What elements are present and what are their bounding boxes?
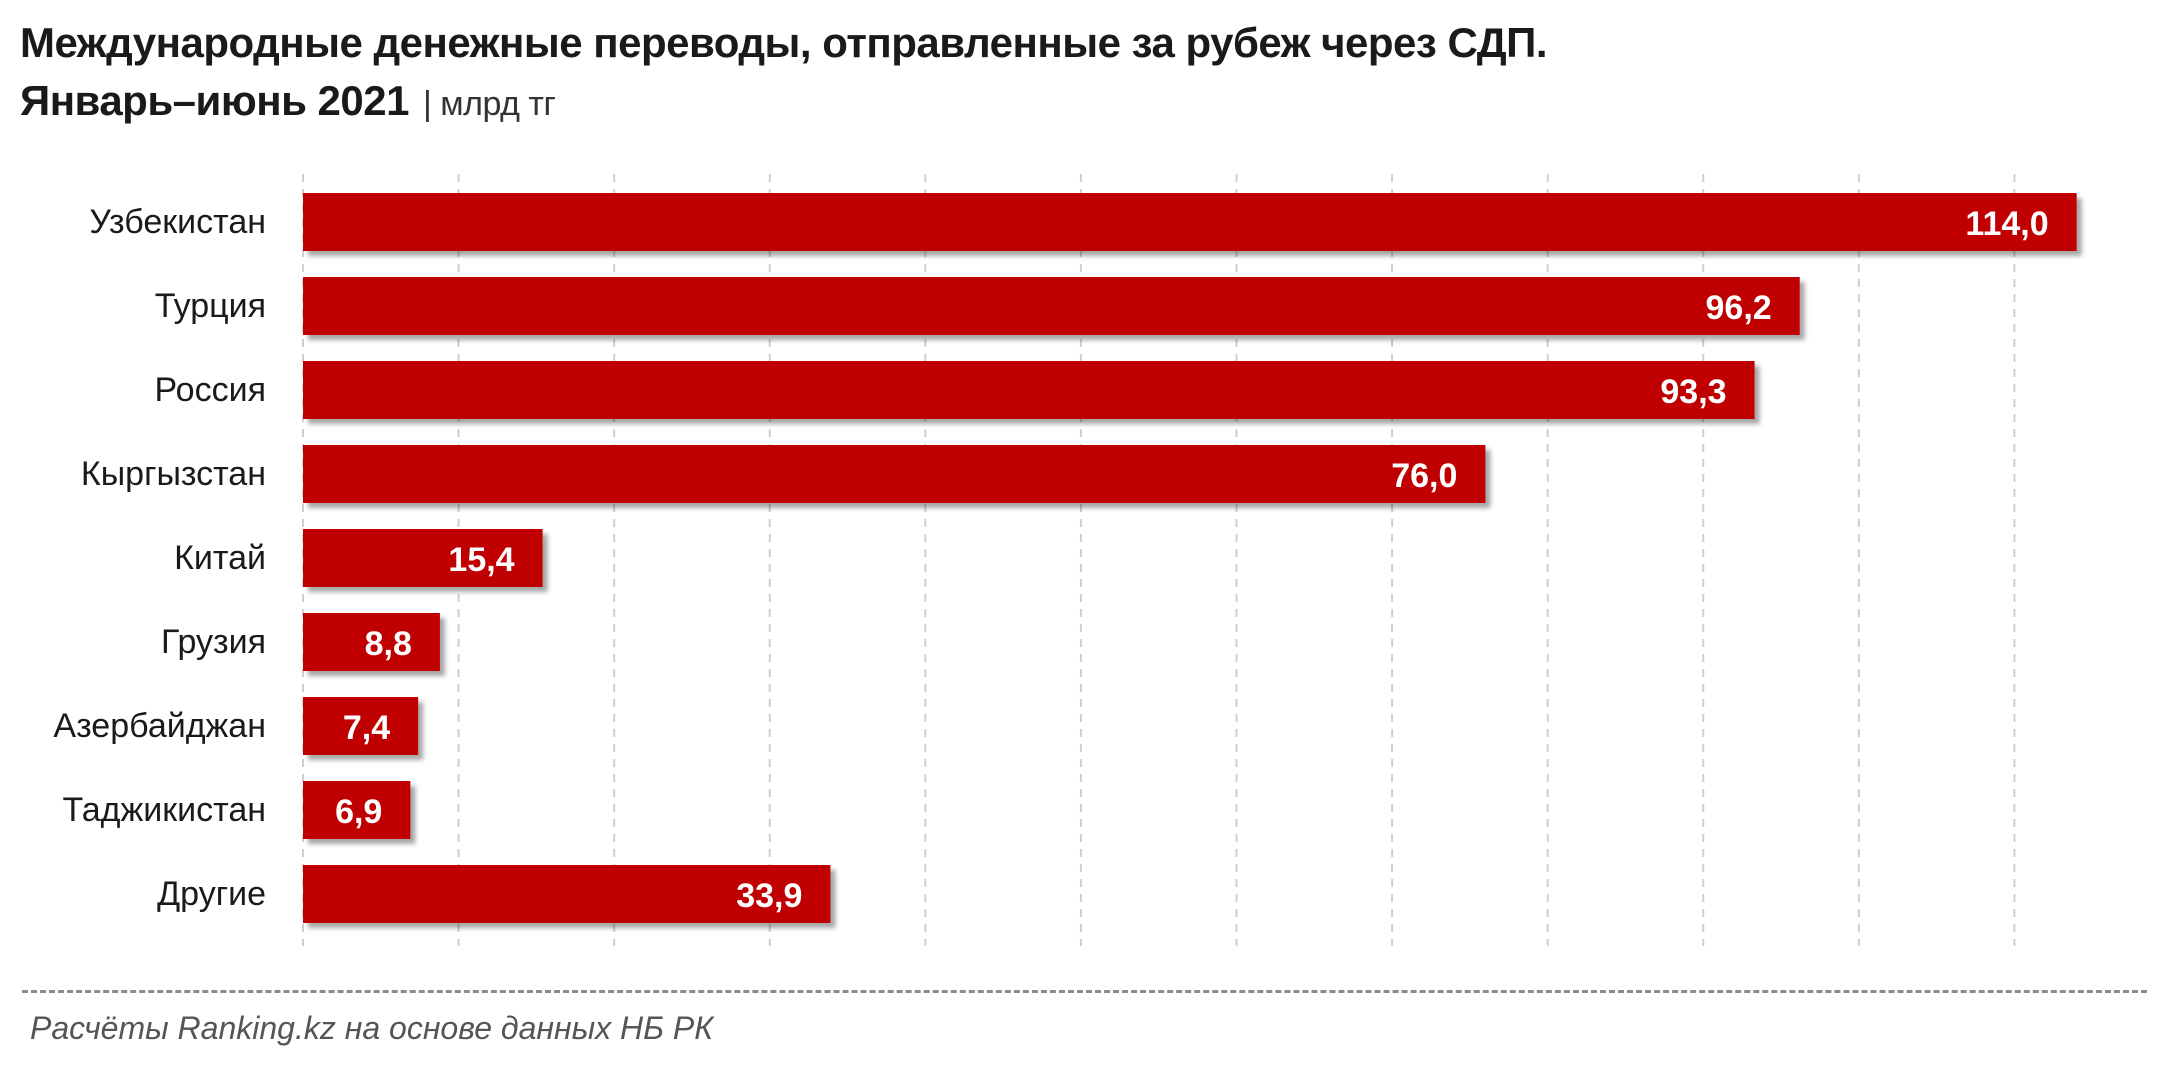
footer-divider [22,990,2147,993]
bar [303,445,1486,503]
category-label: Таджикистан [63,791,266,829]
bar [303,361,1755,419]
category-label: Россия [155,371,267,409]
bar [303,781,411,839]
bar [303,193,2077,251]
category-label: Другие [157,875,266,913]
source-note: Расчёты Ranking.kz на основе данных НБ Р… [30,1010,714,1046]
bar [303,865,831,923]
value-label: 8,8 [365,625,412,663]
value-label: 6,9 [335,793,382,831]
bar [303,277,1800,335]
title-line-2: Январь–июнь 2021 | млрд тг [20,72,2120,133]
value-labels: 114,0 96,2 93,3 76,0 15,4 8,8 7,4 6,9 33,9 [335,205,2049,915]
bars [303,193,2077,923]
chart-title: Международные денежные переводы, отправл… [20,14,2120,133]
category-label: Кыргызстан [81,455,266,493]
value-label: 15,4 [448,541,514,579]
title-unit: | млрд тг [423,85,556,123]
title-period: Январь–июнь 2021 [20,77,410,124]
bar [303,613,440,671]
value-label: 33,9 [736,877,802,915]
category-label: Грузия [161,623,266,661]
bar-chart: Узбекистан Турция Россия Кыргызстан Китай Гру… [53,174,2077,946]
title-line-1: Международные денежные переводы, отправл… [20,19,1548,66]
value-label: 76,0 [1391,457,1457,495]
value-label: 93,3 [1660,373,1726,411]
value-label: 96,2 [1706,289,1772,327]
category-label: Турция [155,287,266,325]
category-label: Узбекистан [89,203,266,241]
bar [303,697,419,755]
value-label: 114,0 [1965,205,2048,243]
category-label: Азербайджан [53,707,266,745]
category-labels: Узбекистан Турция Россия Кыргызстан Китай Гру… [53,203,266,913]
value-label: 7,4 [343,709,390,747]
bar [303,529,543,587]
category-label: Китай [174,539,266,577]
